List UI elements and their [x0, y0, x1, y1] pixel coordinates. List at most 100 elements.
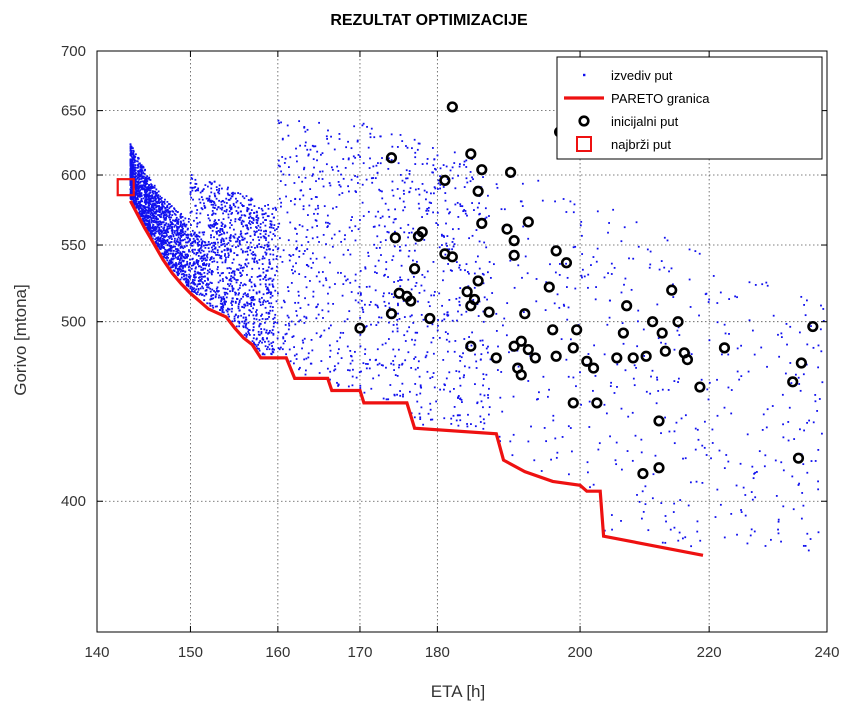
feasible-point: [311, 174, 314, 177]
feasible-point: [139, 164, 142, 167]
feasible-point: [413, 343, 416, 346]
feasible-point: [159, 211, 161, 213]
feasible-point: [229, 226, 231, 229]
feasible-point: [203, 294, 206, 297]
feasible-point: [459, 384, 462, 387]
feasible-point: [243, 303, 246, 306]
feasible-point: [173, 225, 176, 228]
feasible-point: [498, 435, 501, 438]
feasible-point: [217, 219, 220, 221]
feasible-point: [351, 229, 353, 232]
feasible-point: [320, 360, 323, 362]
feasible-point: [260, 328, 263, 330]
feasible-point: [167, 252, 170, 255]
feasible-point: [193, 270, 196, 273]
feasible-point: [521, 182, 524, 185]
feasible-point: [144, 186, 146, 188]
feasible-point: [610, 514, 613, 516]
feasible-point: [694, 427, 697, 430]
feasible-point: [164, 248, 166, 251]
feasible-point: [142, 220, 145, 222]
feasible-point: [475, 360, 478, 363]
feasible-point: [310, 266, 313, 269]
feasible-point: [280, 121, 282, 124]
feasible-point: [270, 342, 273, 345]
feasible-point: [241, 269, 244, 272]
feasible-point: [239, 267, 242, 270]
feasible-point: [644, 503, 647, 506]
feasible-point: [588, 400, 591, 403]
feasible-point: [318, 280, 321, 283]
feasible-point: [247, 199, 250, 201]
initial-route-point: [461, 286, 473, 298]
feasible-point: [277, 119, 280, 122]
feasible-point: [255, 338, 258, 341]
feasible-point: [249, 296, 252, 299]
feasible-point: [453, 151, 456, 154]
feasible-point: [159, 230, 162, 232]
feasible-point: [139, 204, 142, 207]
feasible-point: [294, 227, 296, 230]
feasible-point: [164, 239, 167, 242]
feasible-point: [580, 220, 583, 223]
feasible-point: [142, 214, 145, 217]
feasible-point: [179, 270, 182, 273]
feasible-point: [362, 215, 365, 217]
feasible-point: [241, 306, 244, 308]
feasible-point: [418, 412, 421, 415]
feasible-point: [178, 272, 181, 275]
feasible-point: [258, 267, 260, 270]
feasible-point: [280, 306, 283, 309]
feasible-point: [198, 240, 201, 243]
feasible-point: [326, 138, 329, 140]
feasible-point: [249, 241, 252, 244]
feasible-point: [253, 283, 256, 286]
feasible-point: [425, 191, 428, 194]
feasible-point: [140, 171, 143, 174]
feasible-point: [401, 179, 404, 182]
feasible-point: [203, 299, 206, 302]
feasible-point: [134, 197, 137, 199]
feasible-point: [465, 177, 468, 180]
feasible-point: [803, 304, 805, 306]
feasible-point: [664, 515, 667, 517]
feasible-point: [298, 176, 300, 179]
feasible-point: [210, 187, 213, 190]
feasible-point: [129, 183, 132, 185]
feasible-point: [216, 286, 219, 289]
feasible-point: [780, 461, 783, 464]
feasible-point: [238, 263, 241, 266]
feasible-point: [178, 233, 181, 235]
feasible-point: [182, 255, 185, 258]
feasible-point: [175, 234, 178, 237]
feasible-point: [421, 163, 424, 165]
feasible-point: [232, 235, 235, 238]
feasible-point: [257, 343, 260, 346]
feasible-point: [161, 230, 164, 233]
feasible-point: [227, 242, 230, 244]
feasible-point: [331, 168, 334, 171]
feasible-point: [224, 205, 227, 208]
feasible-point: [213, 223, 215, 225]
feasible-point: [306, 148, 309, 151]
feasible-point: [223, 291, 226, 294]
feasible-point: [697, 438, 700, 441]
feasible-point: [393, 281, 395, 283]
feasible-point: [224, 261, 227, 264]
feasible-point: [135, 203, 137, 206]
feasible-point: [244, 263, 247, 266]
feasible-point: [202, 287, 205, 290]
feasible-point: [233, 317, 236, 320]
feasible-point: [572, 211, 575, 214]
feasible-point: [418, 375, 421, 378]
feasible-point: [665, 520, 667, 523]
initial-route-point: [405, 295, 417, 307]
feasible-point: [234, 192, 236, 195]
feasible-point: [266, 243, 269, 246]
feasible-point: [163, 224, 166, 226]
feasible-point: [209, 227, 212, 229]
feasible-point: [304, 276, 307, 278]
feasible-point: [396, 327, 399, 330]
initial-route-point: [617, 327, 629, 339]
feasible-point: [349, 281, 352, 284]
